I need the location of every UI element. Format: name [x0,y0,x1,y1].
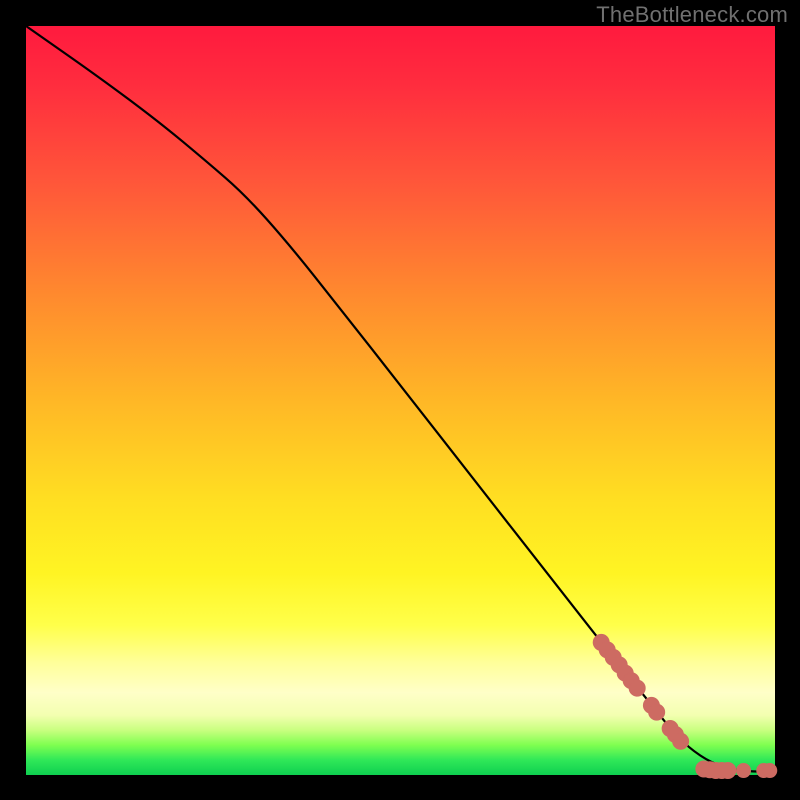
data-marker [629,680,645,696]
curve-layer [26,26,775,775]
watermark-text: TheBottleneck.com [596,2,788,28]
marker-group [593,634,777,778]
data-marker [763,764,777,778]
curve-line [26,26,775,772]
data-marker [737,764,751,778]
data-marker [720,763,736,779]
plot-area [26,26,775,775]
data-marker [673,733,689,749]
chart-canvas: TheBottleneck.com [0,0,800,800]
data-marker [649,704,665,720]
